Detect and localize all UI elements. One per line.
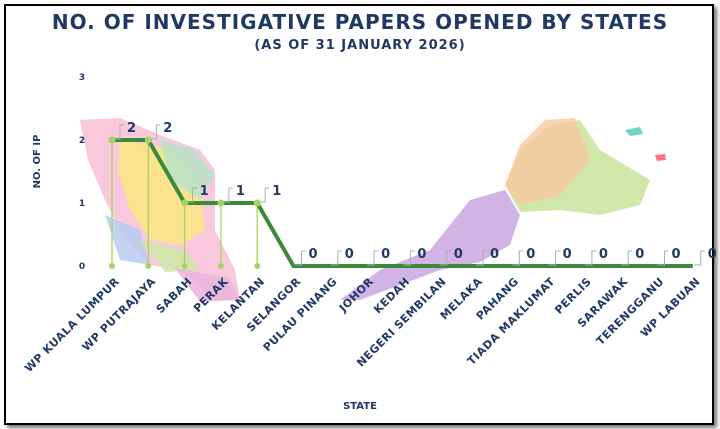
chart-title: NO. OF INVESTIGATIVE PAPERS OPENED BY ST… — [51, 10, 669, 34]
baseline-marker — [181, 263, 188, 269]
data-label-callout — [258, 187, 270, 203]
data-label-callout — [330, 250, 342, 266]
data-label-callout — [439, 250, 451, 266]
data-label-callout — [476, 250, 487, 266]
data-label: 0 — [599, 247, 608, 262]
data-label-callout — [693, 250, 705, 266]
baseline-marker — [217, 263, 224, 269]
data-label-callout — [185, 187, 197, 203]
data-label: 0 — [563, 247, 572, 262]
data-point — [144, 136, 152, 144]
data-label-callout — [512, 250, 524, 266]
data-label: 0 — [309, 247, 318, 262]
data-label: 1 — [272, 184, 281, 199]
data-label-callout — [221, 187, 233, 203]
x-tick-label: TERENGGANU — [594, 275, 667, 348]
y-tick-label: 1 — [79, 199, 85, 209]
x-axis-label: STATE — [343, 401, 377, 412]
y-axis-label: NO. OF IP — [32, 135, 43, 189]
data-label-callout — [367, 250, 379, 266]
data-point — [217, 199, 225, 207]
data-label: 0 — [708, 247, 717, 262]
baseline-marker — [109, 263, 115, 269]
y-tick-label: 2 — [79, 136, 85, 146]
data-label-callout — [113, 124, 124, 140]
data-label: 0 — [345, 247, 354, 262]
data-label: 0 — [381, 247, 390, 262]
data-label: 2 — [163, 121, 172, 136]
chart-subtitle: (AS OF 31 JANUARY 2026) — [254, 38, 466, 53]
data-point — [181, 199, 189, 207]
data-label: 0 — [417, 247, 426, 262]
baseline-marker — [254, 263, 261, 269]
baseline-marker — [145, 263, 152, 269]
data-label-callout — [294, 250, 306, 266]
data-label: 0 — [490, 247, 499, 262]
malaysia-map-background — [80, 118, 666, 302]
data-label-callout — [548, 250, 560, 266]
y-tick-label: 0 — [79, 262, 85, 272]
data-label: 2 — [127, 121, 136, 136]
data-label-callout — [403, 250, 415, 266]
data-label: 0 — [454, 247, 463, 262]
data-label: 1 — [200, 184, 209, 199]
x-tick-label: SABAH — [154, 275, 195, 316]
data-label: 0 — [526, 247, 535, 262]
data-label: 1 — [236, 184, 245, 199]
data-label-callout — [149, 124, 161, 140]
data-label: 0 — [672, 247, 681, 262]
data-label: 0 — [635, 247, 644, 262]
data-point — [108, 136, 116, 144]
data-label-callout — [657, 250, 669, 266]
y-tick-label: 3 — [79, 73, 85, 83]
data-point — [253, 199, 261, 207]
data-label-callout — [621, 250, 633, 266]
data-label-callout — [584, 250, 596, 266]
series-line — [112, 138, 693, 268]
